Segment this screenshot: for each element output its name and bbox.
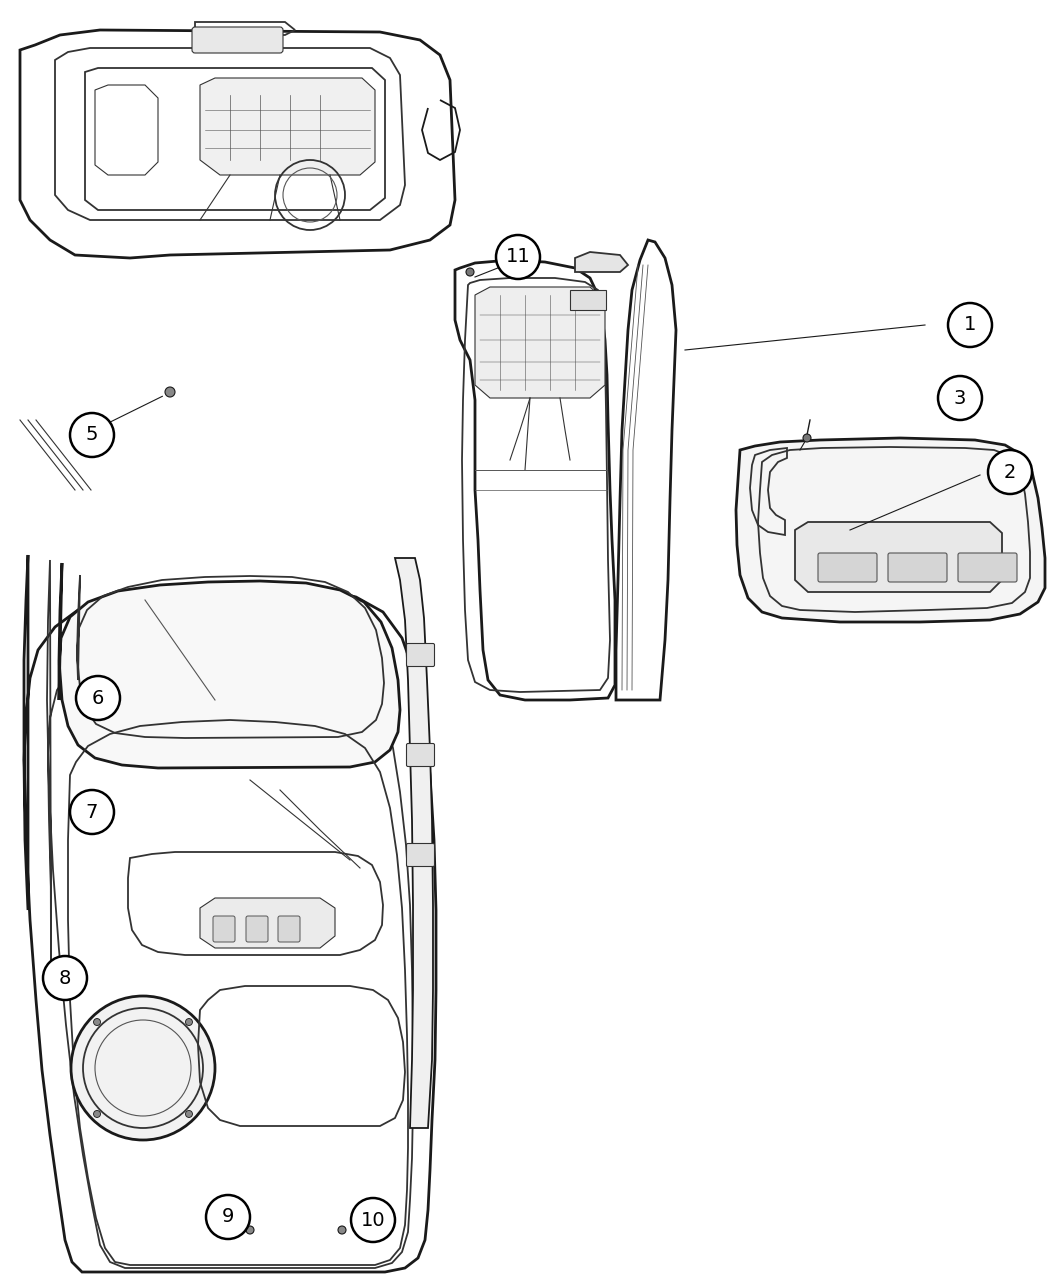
Text: 2: 2 bbox=[1004, 463, 1016, 482]
Circle shape bbox=[70, 413, 114, 456]
FancyBboxPatch shape bbox=[958, 553, 1017, 581]
Text: 3: 3 bbox=[953, 389, 966, 408]
Circle shape bbox=[76, 676, 120, 720]
FancyBboxPatch shape bbox=[406, 743, 435, 766]
Polygon shape bbox=[200, 898, 335, 949]
Circle shape bbox=[948, 303, 992, 347]
Text: 10: 10 bbox=[361, 1210, 385, 1229]
Circle shape bbox=[71, 996, 215, 1140]
Circle shape bbox=[43, 956, 87, 1000]
Circle shape bbox=[988, 450, 1032, 493]
FancyBboxPatch shape bbox=[278, 915, 300, 942]
Circle shape bbox=[338, 1227, 347, 1234]
Polygon shape bbox=[795, 521, 1002, 592]
Circle shape bbox=[246, 1227, 254, 1234]
Circle shape bbox=[186, 1019, 192, 1025]
FancyBboxPatch shape bbox=[192, 27, 284, 54]
FancyBboxPatch shape bbox=[246, 915, 268, 942]
FancyBboxPatch shape bbox=[888, 553, 947, 581]
Polygon shape bbox=[395, 558, 433, 1128]
Circle shape bbox=[938, 376, 982, 419]
Circle shape bbox=[496, 235, 540, 279]
Text: 1: 1 bbox=[964, 315, 977, 334]
Text: 11: 11 bbox=[506, 247, 530, 266]
FancyBboxPatch shape bbox=[406, 844, 435, 867]
Polygon shape bbox=[59, 564, 400, 768]
Circle shape bbox=[186, 1111, 192, 1117]
FancyBboxPatch shape bbox=[818, 553, 877, 581]
Circle shape bbox=[165, 388, 175, 397]
Circle shape bbox=[93, 1111, 101, 1117]
Circle shape bbox=[93, 1019, 101, 1025]
Circle shape bbox=[803, 434, 811, 442]
Circle shape bbox=[70, 790, 114, 834]
Text: 5: 5 bbox=[86, 426, 99, 445]
Circle shape bbox=[351, 1198, 395, 1242]
Polygon shape bbox=[200, 78, 375, 175]
Text: 7: 7 bbox=[86, 802, 99, 821]
Circle shape bbox=[206, 1195, 250, 1239]
FancyBboxPatch shape bbox=[213, 915, 235, 942]
Circle shape bbox=[466, 268, 474, 275]
FancyBboxPatch shape bbox=[406, 644, 435, 667]
Polygon shape bbox=[475, 287, 605, 398]
Text: 9: 9 bbox=[222, 1207, 234, 1227]
Polygon shape bbox=[575, 252, 628, 272]
Text: 8: 8 bbox=[59, 969, 71, 988]
Polygon shape bbox=[570, 289, 606, 310]
Polygon shape bbox=[736, 439, 1045, 622]
Text: 6: 6 bbox=[91, 688, 104, 708]
